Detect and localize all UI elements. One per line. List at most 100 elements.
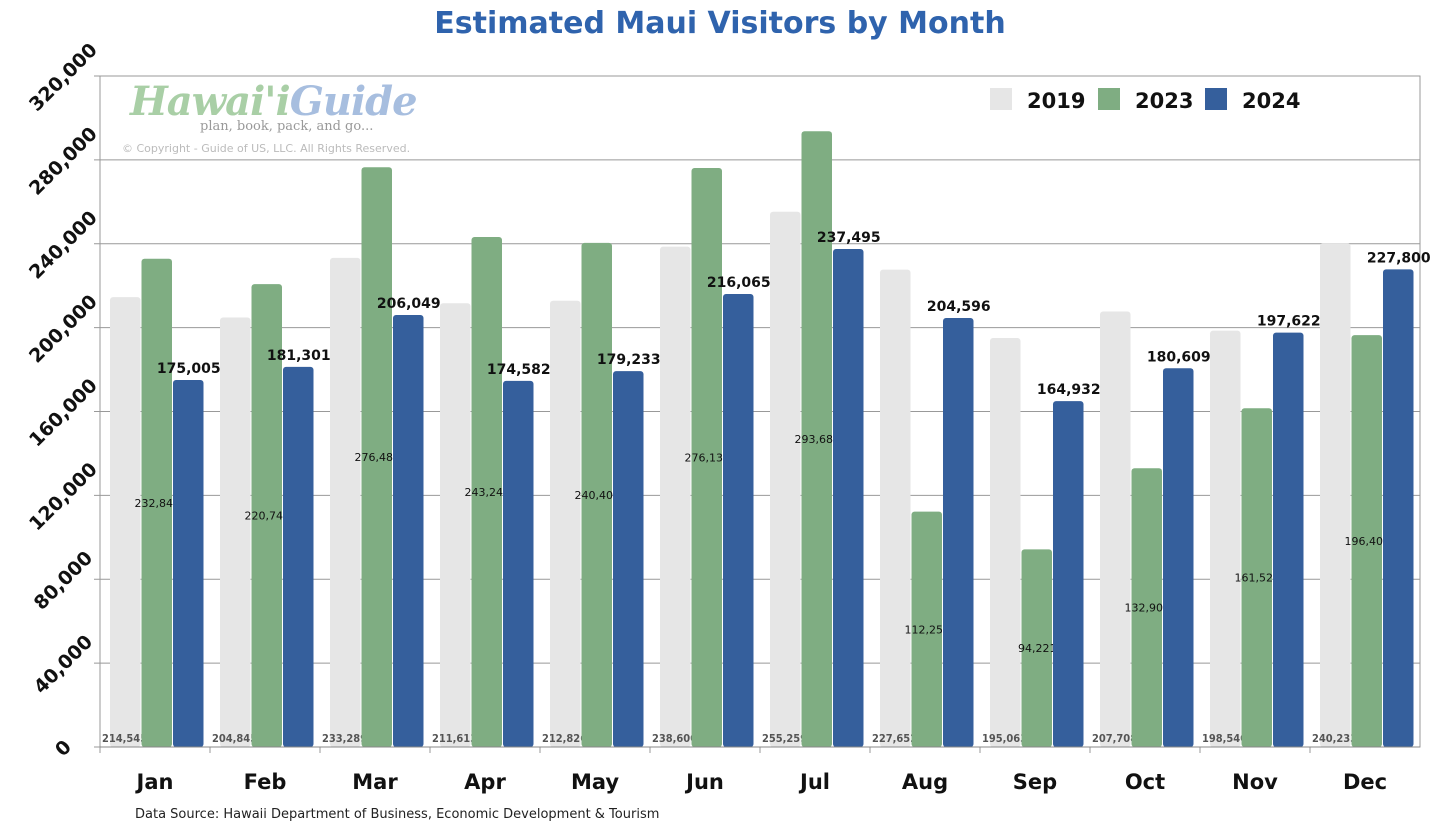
data-label-2019: 255,259: [762, 732, 807, 745]
bar-2023-aug: [911, 511, 942, 747]
data-label-2019: 211,613: [432, 732, 477, 745]
x-tick-label: Jul: [798, 770, 830, 794]
data-label-2024: 164,932: [1037, 382, 1101, 398]
bar-2024-jan: [173, 380, 204, 747]
x-tick-label: May: [571, 770, 619, 794]
logo-tagline: plan, book, pack, and go...: [200, 119, 374, 134]
bar-2019-aug: [880, 269, 911, 747]
bar-2024-may: [613, 371, 644, 747]
bar-2019-mar: [330, 257, 361, 747]
bar-2019-jan: [110, 297, 141, 747]
bar-2019-oct: [1100, 311, 1131, 747]
legend-swatch-2023: [1098, 88, 1120, 110]
bar-2023-jun: [691, 167, 722, 748]
data-label-2023: 276,136: [685, 451, 731, 464]
x-tick-label: Oct: [1125, 770, 1165, 794]
bar-2024-aug: [943, 317, 974, 747]
hawaii-guide-logo: Hawai'iGuide plan, book, pack, and go...…: [122, 78, 418, 155]
data-label-2024: 179,233: [597, 352, 661, 368]
bar-2023-sep: [1021, 549, 1052, 747]
bar-2024-dec: [1383, 269, 1414, 747]
bar-2024-oct: [1163, 368, 1194, 747]
data-label-2019: 195,063: [982, 732, 1027, 745]
bar-2024-mar: [393, 314, 424, 747]
legend-swatch-2024: [1205, 88, 1227, 110]
y-tick-label: 40,000: [30, 631, 97, 698]
logo-text-hawaii: Hawai'i: [130, 78, 291, 125]
data-label-2023: 243,245: [465, 486, 511, 499]
bar-2019-jun: [660, 246, 691, 748]
data-label-2024: 175,005: [157, 361, 221, 377]
data-label-2024: 206,049: [377, 296, 441, 312]
x-tick-label: Sep: [1013, 770, 1057, 794]
x-tick-label: Nov: [1232, 770, 1278, 794]
x-tick-label: Mar: [352, 770, 398, 794]
copyright-notice: © Copyright - Guide of US, LLC. All Righ…: [122, 142, 411, 155]
y-tick-label: 200,000: [25, 291, 102, 368]
bar-2023-mar: [361, 167, 392, 748]
data-label-2023: 196,402: [1345, 535, 1391, 548]
bar-2023-jul: [801, 131, 832, 748]
bar-2019-jul: [770, 211, 801, 747]
bar-2024-sep: [1053, 401, 1084, 747]
legend-swatch-2019: [990, 88, 1012, 110]
data-label-2023: 112,259: [905, 623, 951, 636]
data-label-2019: 240,233: [1312, 732, 1357, 745]
bar-2024-jun: [723, 293, 754, 747]
y-tick-label: 80,000: [30, 547, 97, 614]
bar-2019-apr: [440, 303, 471, 747]
data-label-2023: 161,522: [1235, 572, 1281, 585]
bar-2019-may: [550, 300, 581, 747]
bar-2019-sep: [990, 337, 1021, 747]
y-tick-label: 240,000: [25, 207, 102, 284]
bar-2024-nov: [1273, 332, 1304, 747]
x-tick-label: Apr: [464, 770, 506, 794]
data-label-2024: 181,301: [267, 348, 331, 364]
x-tick-label: Dec: [1343, 770, 1387, 794]
bar-2024-apr: [503, 380, 534, 747]
data-label-2023: 94,221: [1018, 642, 1057, 655]
data-label-2019: 233,289: [322, 732, 367, 745]
data-label-2023: 276,485: [355, 451, 401, 464]
legend-label-2024: 2024: [1242, 89, 1300, 113]
logo-text-guide: Guide: [289, 78, 418, 125]
data-label-2023: 220,741: [245, 510, 291, 523]
bar-2023-nov: [1241, 408, 1272, 747]
data-label-2023: 293,681: [795, 433, 841, 446]
legend-label-2019: 2019: [1027, 89, 1085, 113]
data-label-2019: 198,540: [1202, 732, 1247, 745]
data-label-2019: 227,652: [872, 732, 917, 745]
chart-title: Estimated Maui Visitors by Month: [434, 6, 1006, 41]
data-label-2023: 232,846: [135, 497, 181, 510]
x-tick-label: Jun: [684, 770, 724, 794]
bar-2019-nov: [1210, 330, 1241, 747]
data-label-2019: 212,826: [542, 732, 587, 745]
bar-2019-dec: [1320, 243, 1351, 748]
bar-2024-jul: [833, 249, 864, 747]
legend-label-2023: 2023: [1135, 89, 1193, 113]
data-label-2024: 227,800: [1367, 250, 1431, 266]
bar-2023-jan: [141, 258, 172, 747]
data-label-2024: 197,622: [1257, 314, 1321, 330]
bar-2019-feb: [220, 317, 251, 747]
data-source: Data Source: Hawaii Department of Busine…: [135, 807, 660, 822]
data-label-2024: 174,582: [487, 362, 551, 378]
bar-2023-dec: [1351, 335, 1382, 747]
bar-2023-apr: [471, 236, 502, 747]
data-label-2023: 240,407: [575, 489, 621, 502]
data-label-2019: 207,708: [1092, 732, 1137, 745]
bar-2023-may: [581, 242, 612, 747]
y-tick-label: 120,000: [25, 458, 102, 535]
data-label-2019: 238,600: [652, 732, 697, 745]
x-tick-label: Feb: [244, 770, 287, 794]
y-tick-label: 320,000: [25, 39, 102, 116]
data-label-2019: 214,545: [102, 732, 147, 745]
data-label-2024: 180,609: [1147, 349, 1211, 365]
bar-2024-feb: [283, 366, 314, 747]
data-label-2023: 132,909: [1125, 602, 1171, 615]
x-tick-label: Jan: [135, 770, 174, 794]
data-label-2024: 204,596: [927, 299, 991, 315]
y-tick-label: 160,000: [25, 375, 102, 452]
bar-2023-feb: [251, 284, 282, 747]
